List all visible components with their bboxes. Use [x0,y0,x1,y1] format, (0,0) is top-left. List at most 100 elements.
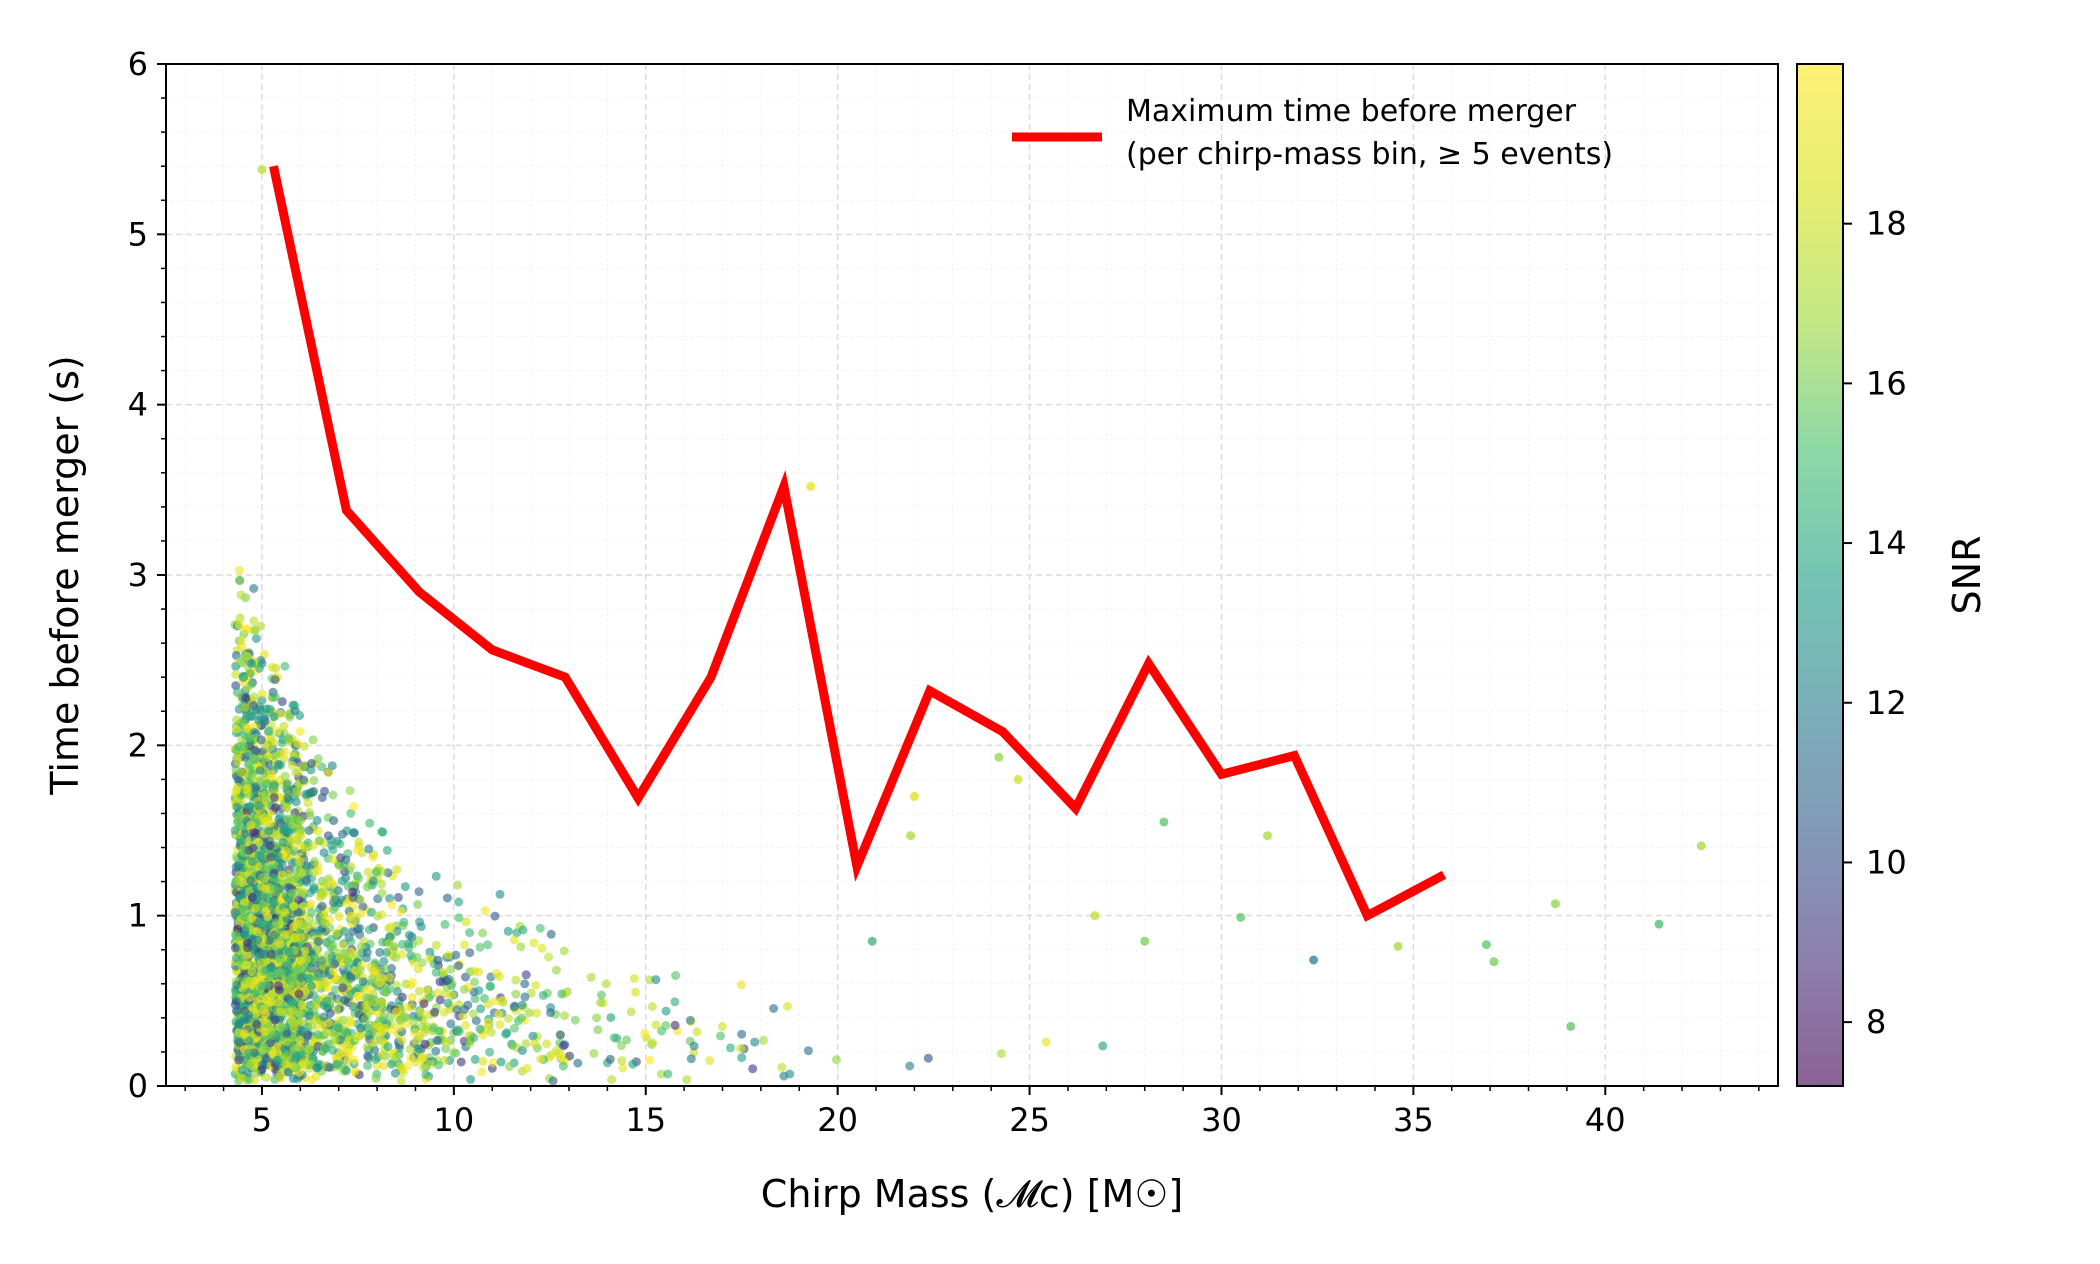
event-point [379,956,389,966]
event-point [235,565,244,575]
event-point [349,828,359,838]
event-point [340,1048,350,1058]
x-tick-label: 25 [1009,1101,1050,1139]
event-point [1090,911,1100,921]
event-point [631,987,640,997]
event-point [605,1054,615,1064]
y-tick-label: 3 [128,556,148,594]
event-point [278,1022,288,1032]
event-point [338,983,348,993]
event-point [272,918,281,928]
event-point [256,882,266,892]
event-point [274,997,284,1007]
event-point [295,711,305,720]
event-point [237,1065,247,1075]
event-point [362,953,371,963]
event-point [413,964,423,974]
event-point [607,1075,617,1084]
event-point [626,1007,636,1017]
event-point [291,768,301,778]
event-point [593,1025,603,1035]
event-point [249,584,259,593]
event-point [363,1061,373,1071]
event-point [377,997,387,1007]
event-point [443,998,453,1008]
event-point [422,985,432,995]
event-point [317,901,327,911]
event-point [274,1072,284,1082]
event-point [414,986,424,996]
event-point [255,663,264,673]
event-point [478,1056,488,1066]
event-point [317,956,327,966]
event-point [555,1030,565,1040]
event-point [266,949,276,959]
event-point [750,1037,760,1047]
axes: 5 10 15 20 25 30 35 40 0 1 2 3 4 5 6 [128,45,1760,1139]
event-point [307,758,317,768]
event-point [1393,941,1403,951]
event-point [323,950,333,960]
event-point [243,1048,253,1058]
event-point [321,978,331,988]
event-point [485,1047,495,1057]
event-point [269,712,279,722]
event-point [736,980,746,990]
event-point [275,939,285,949]
event-point [403,1061,413,1071]
event-point [394,1022,404,1032]
event-point [306,964,316,973]
event-point [412,952,422,962]
event-point [372,911,382,921]
event-point [332,1059,342,1069]
event-point [356,1023,365,1033]
event-point [1013,774,1023,784]
event-point [424,954,434,964]
event-point [909,791,919,801]
event-point [341,1066,351,1076]
event-point [629,974,639,983]
event-point [294,895,304,905]
event-point [616,1041,626,1051]
event-point [410,1027,420,1037]
event-point [606,1013,616,1022]
event-point [1098,1041,1108,1051]
event-point [463,1000,473,1010]
event-point [416,922,426,932]
event-point [470,994,480,1004]
event-point [381,988,391,998]
event-point [617,1056,627,1066]
event-point [996,1049,1006,1059]
event-point [560,1040,570,1050]
event-point [510,935,519,945]
event-point [252,1019,262,1029]
event-point [231,931,241,940]
event-point [441,989,451,998]
event-point [521,1039,531,1049]
event-point [282,1037,292,1047]
event-point [355,965,365,975]
event-point [392,865,402,874]
event-point [265,819,275,829]
event-point [296,956,306,966]
event-point [368,852,378,862]
event-point [334,948,344,958]
event-point [251,988,261,998]
colorbar-ticks: 8 10 12 14 16 18 [1843,205,1907,1041]
event-point [353,991,363,1001]
event-point [231,764,241,774]
event-point [265,972,275,982]
event-point [296,1017,306,1027]
event-point [806,481,816,491]
event-point [466,1074,476,1084]
event-point [284,733,294,743]
event-point [336,853,346,863]
event-point [444,974,454,984]
event-point [290,873,300,883]
event-point [596,990,606,1000]
event-point [297,1000,307,1010]
event-point [558,1061,568,1071]
event-point [365,818,375,828]
event-point [346,911,356,921]
event-point [628,1059,638,1069]
